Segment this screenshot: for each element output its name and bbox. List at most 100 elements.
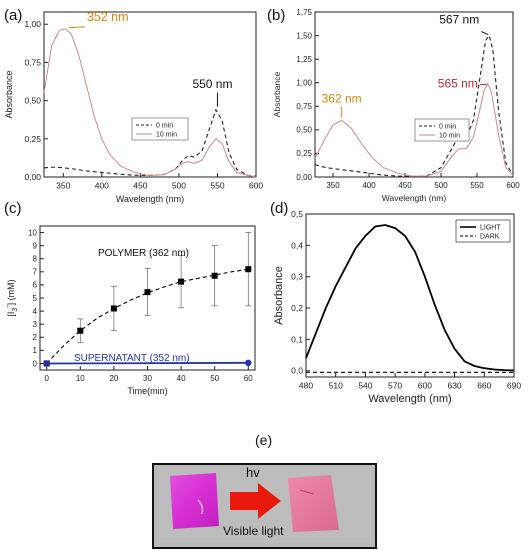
series-line-0-min <box>314 34 514 178</box>
y-axis-label: Absorbance <box>4 70 14 118</box>
data-point-polymer <box>77 327 84 334</box>
x-tick-label: 630 <box>447 381 461 391</box>
series-line-10-min <box>43 28 257 178</box>
x-tick-label: 60 <box>244 374 253 383</box>
y-tick-label: 0,0 <box>291 366 303 376</box>
y-tick-label: 1,00 <box>296 79 312 88</box>
series-line-light <box>305 224 515 372</box>
label-supernatant: SUPERNATANT (352 nm) <box>74 353 190 364</box>
x-tick-label: 660 <box>477 381 491 391</box>
x-tick-label: 400 <box>95 181 109 191</box>
y-tick-label: 9 <box>33 241 38 250</box>
x-tick-label: 570 <box>388 381 402 391</box>
y-tick-label: 1 <box>33 346 38 355</box>
x-tick-label: 350 <box>56 181 70 191</box>
x-tick-label: 480 <box>299 381 313 391</box>
y-tick-label: 0,2 <box>291 303 303 313</box>
y-tick-label: 0,5 <box>291 209 303 219</box>
y-axis-label: Absorbance <box>273 266 285 325</box>
plot-frame <box>43 11 257 178</box>
x-tick-label: 40 <box>177 374 186 383</box>
arrow-label-hv: hv <box>246 465 260 480</box>
y-tick-label: 2 <box>33 333 38 342</box>
chart-panel-c: 0 10 20 30 40 50 60 0 1 2 3 4 5 6 7 8 9 10 Time(min) [I3-] … <box>5 225 256 396</box>
y-axis-label: [I3-] (mM) <box>5 279 19 316</box>
sample-film-after <box>288 475 339 532</box>
x-axis-label: Wavelength (nm) <box>116 194 184 204</box>
plot-frame <box>305 213 515 378</box>
annotation-352nm: 352 nm <box>87 10 129 24</box>
photo-panel: (e) hv Visible light <box>152 432 377 549</box>
y-tick-label: 8 <box>33 255 38 264</box>
data-point-supernatant <box>43 360 50 367</box>
x-tick-label: 350 <box>326 181 340 190</box>
y-tick-label: 5 <box>33 294 38 303</box>
x-tick-label: 600 <box>418 381 432 391</box>
y-tick-label: 1,00 <box>24 19 41 29</box>
y-tick-label: 0,3 <box>291 272 303 282</box>
x-tick-label: 450 <box>133 181 147 191</box>
photo-caption: Visible light <box>223 524 284 538</box>
x-axis-label: Wavelength (nm) <box>382 193 447 203</box>
y-tick-label: 0,75 <box>24 57 41 67</box>
x-tick-label: 30 <box>143 374 152 383</box>
x-tick-label: 450 <box>398 181 412 190</box>
y-tick-label: 10 <box>28 228 37 237</box>
y-tick-label: 0,00 <box>296 173 312 182</box>
x-tick-label: 600 <box>506 181 520 190</box>
annotation-362nm: 362 nm <box>322 91 362 105</box>
film-scratch <box>299 489 315 495</box>
film-reflection <box>197 499 204 515</box>
y-tick-label: 4 <box>33 307 38 316</box>
y-tick-label: 0,75 <box>296 102 312 111</box>
y-tick-label: 0,1 <box>291 334 303 344</box>
data-point-polymer <box>245 266 252 273</box>
panel-label-d: (d) <box>270 200 288 217</box>
y-tick-label: 0,25 <box>24 134 41 144</box>
annotation-arrow <box>481 31 489 36</box>
annotation-550nm: 550 nm <box>192 77 232 91</box>
chart-panel-b: 350 400 450 500 550 600 0,00 0,25 0,50 0,75 1,00 1,… <box>272 8 520 203</box>
panel-label-b: (b) <box>267 7 285 24</box>
annotation-arrow <box>68 26 85 29</box>
chart-panel-d: 480 510 540 570 600 630 660 690 0,0 0,1 0,2 0,3 0,4 0… <box>273 209 521 405</box>
panel-label-e: (e) <box>255 432 272 448</box>
legend-entry: 0 min <box>156 123 173 130</box>
x-tick-label: 500 <box>434 181 448 190</box>
label-polymer: POLYMER (362 nm) <box>98 248 189 259</box>
x-tick-label: 600 <box>249 181 263 191</box>
sample-film-before <box>170 473 219 529</box>
y-tick-label: 1,50 <box>296 31 312 40</box>
series-line-supernatant <box>46 361 249 365</box>
chart-panel-a: 350 400 450 500 550 600 0,00 0,25 0,50 0,75 1,00 Wa… <box>4 10 263 204</box>
y-tick-label: 0,50 <box>296 126 312 135</box>
y-tick-label: 1,25 <box>296 55 312 64</box>
legend-entry: LIGHT <box>480 225 501 232</box>
x-tick-label: 0 <box>44 374 49 383</box>
x-tick-label: 550 <box>470 181 484 190</box>
panel-label-a: (a) <box>4 7 22 24</box>
series-line-0-min <box>43 108 257 177</box>
panel-label-c: (c) <box>4 200 22 217</box>
data-point-polymer <box>178 278 185 285</box>
right-arrow-icon <box>230 483 281 519</box>
y-tick-label: 3 <box>33 320 38 329</box>
x-tick-label: 400 <box>362 181 376 190</box>
legend-entry: 10 min <box>156 132 177 139</box>
y-tick-label: 0 <box>33 359 38 368</box>
data-point-supernatant <box>245 359 252 366</box>
data-point-polymer <box>144 289 151 296</box>
x-tick-label: 500 <box>172 181 186 191</box>
x-tick-label: 20 <box>109 374 118 383</box>
x-axis-label: Time(min) <box>127 386 167 396</box>
data-point-polymer <box>211 272 218 279</box>
series-line-10-min <box>314 82 514 177</box>
x-tick-label: 50 <box>210 374 219 383</box>
x-tick-label: 550 <box>210 181 224 191</box>
x-tick-label: 10 <box>76 374 85 383</box>
x-tick-label: 510 <box>329 381 343 391</box>
y-tick-label: 7 <box>33 268 38 277</box>
x-axis-label: Wavelength (nm) <box>368 393 451 405</box>
legend-entry: DARK <box>480 234 500 241</box>
